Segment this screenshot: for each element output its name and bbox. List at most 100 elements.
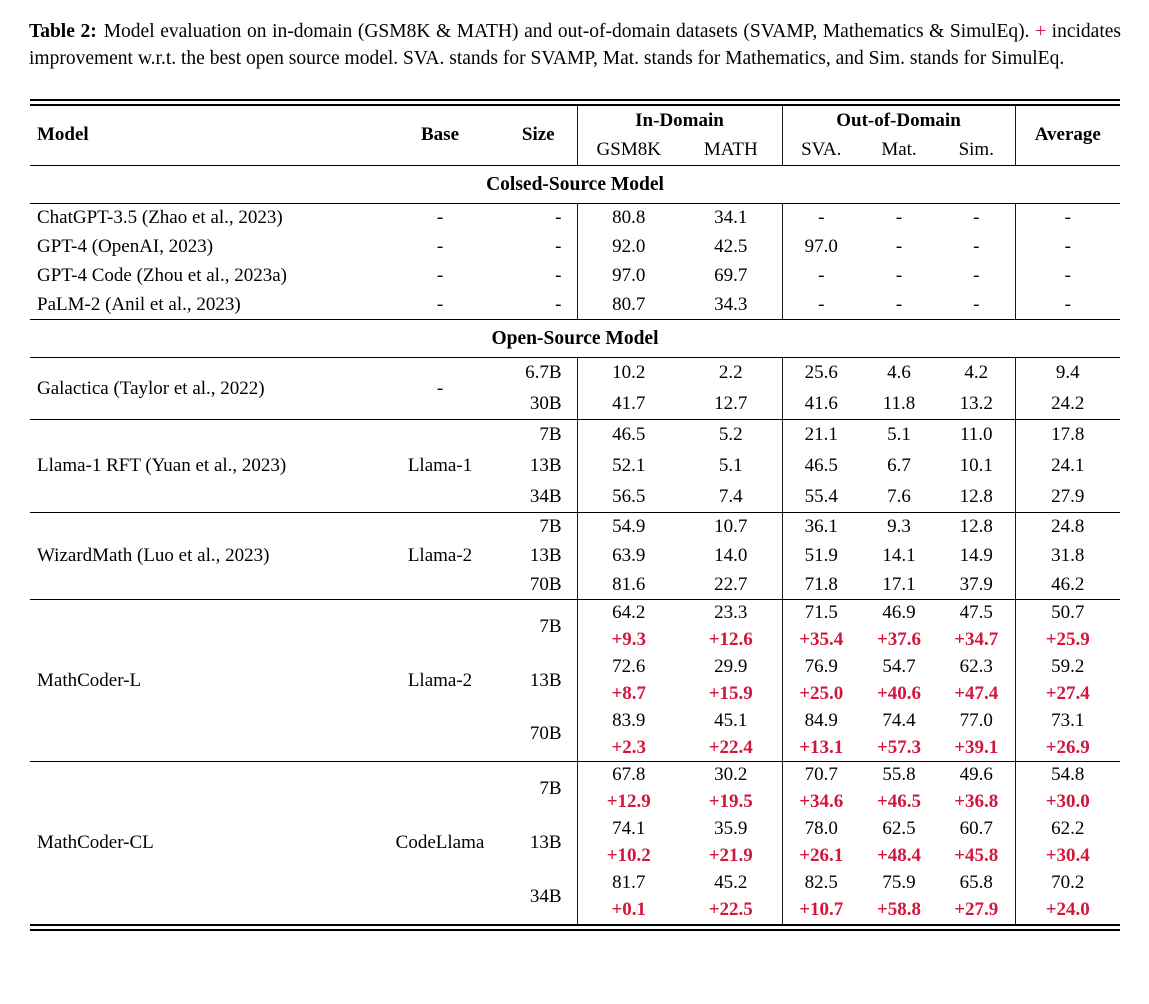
size-cell: 70B bbox=[529, 723, 562, 745]
score-cell: 55.4 bbox=[781, 481, 860, 513]
score-cell: 54.9 bbox=[576, 512, 680, 542]
score-cell: - bbox=[938, 203, 1016, 233]
score-cell: 74.4 bbox=[882, 710, 916, 732]
col-header-size: Size bbox=[521, 124, 555, 146]
score-cell: 84.9 bbox=[781, 707, 860, 735]
score-cell: 37.9 bbox=[959, 573, 993, 595]
average-cell: 59.2 bbox=[1014, 653, 1121, 681]
table-row: 70B 83.9 45.1 84.9 74.4 77.0 73.1 bbox=[30, 707, 1121, 744]
size-cell: - bbox=[555, 293, 562, 315]
score-cell: 41.7 bbox=[576, 388, 680, 420]
improvement-cell: +26.1 bbox=[781, 842, 860, 870]
score-cell: - bbox=[973, 265, 980, 287]
improvement-cell: +30.0 bbox=[1014, 788, 1121, 816]
score-cell: 34.1 bbox=[680, 203, 782, 233]
header-row-2: GSM8K MATH SVA. Mat. Sim. bbox=[30, 135, 1120, 166]
col-header-sva: SVA. bbox=[781, 135, 860, 166]
table-row: 70B 81.6 22.7 71.8 17.1 37.9 46.2 bbox=[30, 570, 1121, 600]
score-cell: 10.2 bbox=[576, 357, 680, 389]
table-row: GPT-4 (OpenAI, 2023) - - 92.0 42.5 97.0 … bbox=[30, 232, 1121, 262]
score-cell: 7.4 bbox=[718, 485, 743, 507]
improvement-row: +12.9 +19.5 +34.6 +46.5 +36.8 +30.0 bbox=[30, 788, 1121, 816]
base-cell: - bbox=[436, 265, 444, 287]
score-cell: 62.3 bbox=[959, 656, 993, 678]
improvement-row: +8.7 +15.9 +25.0 +40.6 +47.4 +27.4 bbox=[30, 680, 1121, 708]
average-cell: - bbox=[1014, 232, 1121, 262]
improvement-cell: +12.6 bbox=[708, 629, 753, 651]
score-cell: 51.9 bbox=[781, 541, 860, 571]
section-title: Open-Source Model bbox=[30, 319, 1121, 358]
score-cell: 97.0 bbox=[781, 232, 860, 262]
score-cell: 92.0 bbox=[576, 232, 680, 262]
size-cell: 7B bbox=[500, 419, 577, 451]
model-name-cell: Galactica (Taylor et al., 2022) bbox=[30, 357, 380, 420]
score-cell: 49.6 bbox=[938, 761, 1016, 789]
score-cell: 14.1 bbox=[882, 545, 916, 567]
score-cell: 10.1 bbox=[959, 455, 993, 477]
caption-label: Table 2: bbox=[29, 21, 97, 42]
average-cell: 24.8 bbox=[1014, 512, 1121, 542]
size-cell: 7B bbox=[500, 761, 577, 816]
score-cell: 76.9 bbox=[781, 653, 860, 681]
score-cell: 13.2 bbox=[959, 392, 993, 414]
col-header-mat: Mat. bbox=[881, 139, 917, 161]
score-cell: 11.8 bbox=[882, 392, 916, 414]
improvement-row: +2.3 +22.4 +13.1 +57.3 +39.1 +26.9 bbox=[30, 734, 1121, 762]
score-cell: 54.7 bbox=[882, 656, 916, 678]
average-cell: - bbox=[1014, 261, 1121, 291]
score-cell: 67.8 bbox=[576, 761, 680, 789]
average-cell: 9.4 bbox=[1014, 357, 1121, 389]
score-cell: 12.8 bbox=[959, 485, 993, 507]
base-cell: CodeLlama bbox=[380, 761, 500, 924]
size-cell: - bbox=[500, 203, 577, 233]
improvement-cell: +25.0 bbox=[781, 680, 860, 708]
header-row-1: Model Base Size In-Domain Out-of-Domain … bbox=[30, 105, 1121, 166]
improvement-cell: +47.4 bbox=[954, 683, 999, 705]
base-cell: - bbox=[380, 203, 500, 233]
improvement-row: +9.3 +12.6 +35.4 +37.6 +34.7 +25.9 bbox=[30, 626, 1121, 654]
improvement-cell: +10.7 bbox=[781, 896, 860, 924]
section-title: Colsed-Source Model bbox=[30, 165, 1121, 204]
score-cell: 10.7 bbox=[680, 512, 782, 542]
average-cell: 50.7 bbox=[1014, 599, 1121, 627]
score-cell: 12.8 bbox=[938, 512, 1016, 542]
average-cell: 70.2 bbox=[1014, 869, 1121, 897]
improvement-cell: +13.1 bbox=[781, 734, 860, 762]
score-cell: 23.3 bbox=[680, 599, 782, 627]
score-cell: 9.3 bbox=[860, 512, 938, 542]
improvement-cell: +30.4 bbox=[1014, 842, 1121, 870]
improvement-cell: +2.3 bbox=[576, 734, 680, 762]
score-cell: - bbox=[973, 293, 980, 315]
average-cell: 46.2 bbox=[1014, 570, 1121, 600]
col-header-average: Average bbox=[1014, 105, 1121, 166]
size-cell: 13B bbox=[529, 545, 562, 567]
average-cell: 73.1 bbox=[1014, 707, 1121, 735]
score-cell: 81.7 bbox=[576, 869, 680, 897]
improvement-cell: +35.4 bbox=[781, 626, 860, 654]
model-name-cell: ChatGPT-3.5 (Zhao et al., 2023) bbox=[30, 203, 380, 233]
score-cell: 21.1 bbox=[781, 419, 860, 451]
table-row: ChatGPT-3.5 (Zhao et al., 2023) - - 80.8… bbox=[30, 203, 1121, 233]
table-row: WizardMath (Luo et al., 2023) Llama-2 7B… bbox=[30, 512, 1121, 600]
table-row: 13B 52.1 5.1 46.5 6.7 10.1 24.1 bbox=[30, 450, 1121, 482]
improvement-cell: +27.9 bbox=[954, 899, 999, 921]
improvement-cell: +27.4 bbox=[1014, 680, 1121, 708]
table-row: MathCoder-CL CodeLlama 7B 67.8 30.2 70.7… bbox=[30, 761, 1121, 924]
improvement-cell: +22.4 bbox=[708, 736, 753, 758]
score-cell: 36.1 bbox=[781, 512, 860, 542]
score-cell: 14.0 bbox=[714, 545, 748, 567]
score-cell: 65.8 bbox=[959, 872, 993, 894]
size-cell: 7B bbox=[500, 512, 577, 542]
col-header-out-of-domain: Out-of-Domain bbox=[781, 105, 1016, 136]
score-cell: - bbox=[973, 236, 980, 258]
size-cell: 6.7B bbox=[500, 357, 577, 389]
table-row: 30B 41.7 12.7 41.6 11.8 13.2 24.2 bbox=[30, 388, 1121, 420]
table-row: MathCoder-L Llama-2 7B 64.2 23.3 71.5 46… bbox=[30, 599, 1121, 762]
score-cell: - bbox=[895, 265, 903, 287]
score-cell: 81.6 bbox=[576, 570, 680, 600]
size-cell: 34B bbox=[529, 485, 562, 507]
score-cell: 71.8 bbox=[781, 570, 860, 600]
score-cell: 55.8 bbox=[860, 761, 938, 789]
score-cell: 46.9 bbox=[860, 599, 938, 627]
